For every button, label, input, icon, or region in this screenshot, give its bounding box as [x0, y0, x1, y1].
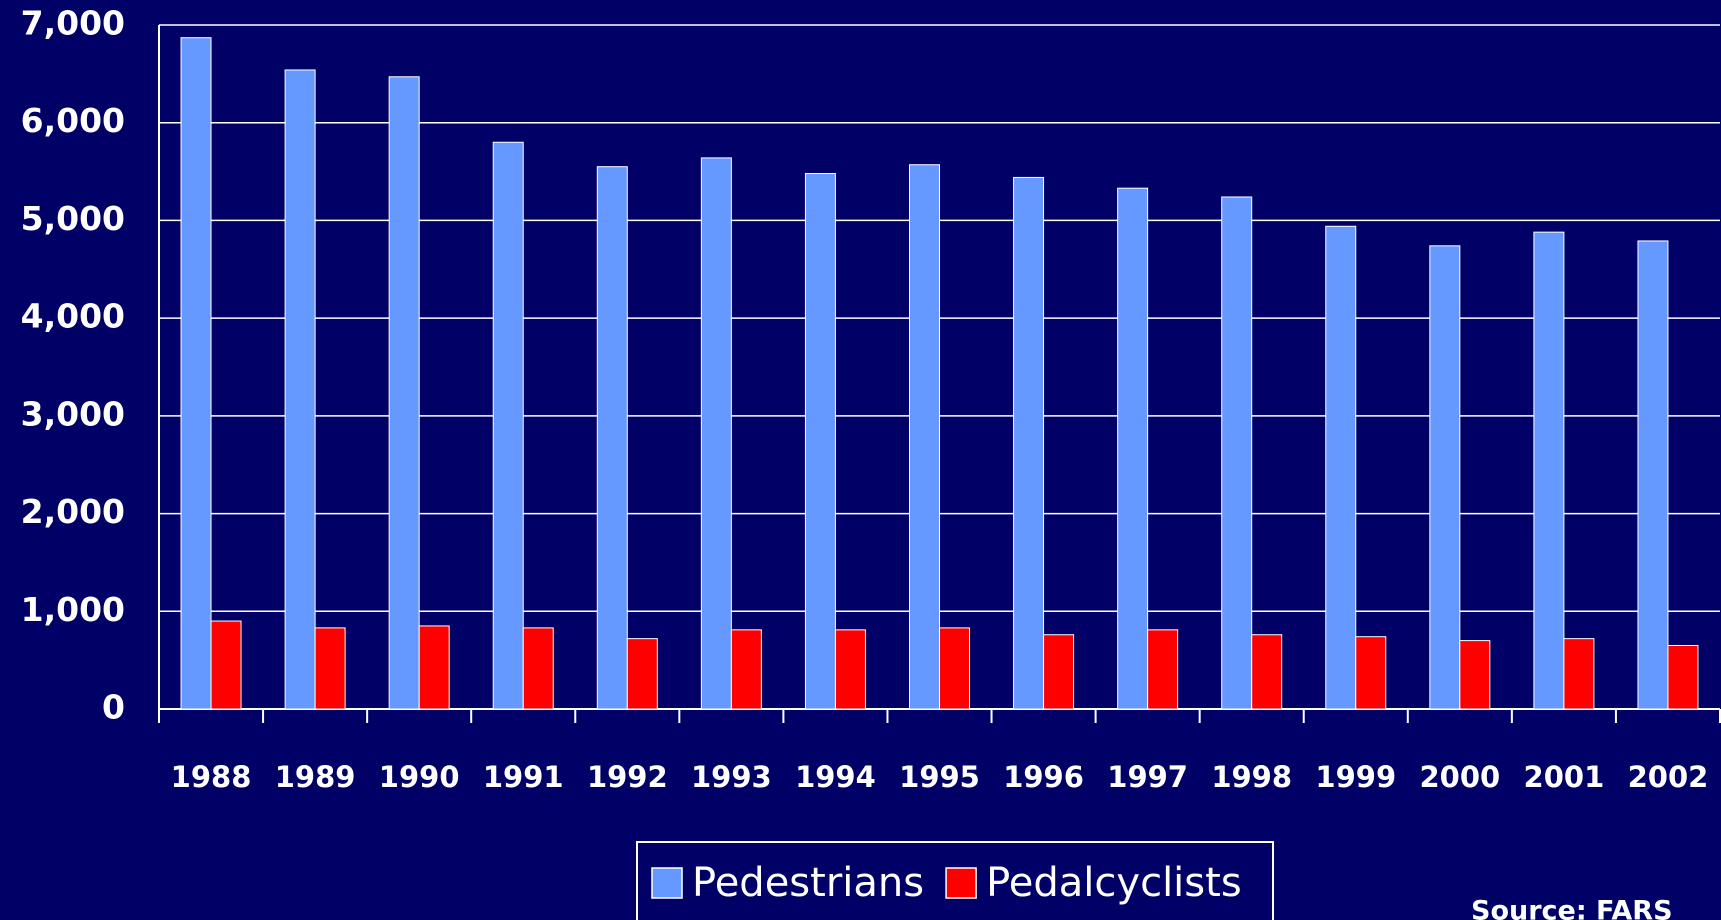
- x-tick-label: 1995: [899, 760, 980, 794]
- y-tick-label: 5,000: [21, 199, 125, 238]
- bar: [834, 629, 866, 710]
- x-tick-label: 1999: [1315, 760, 1396, 794]
- bar: [1325, 225, 1357, 710]
- bar: [1251, 634, 1283, 710]
- bar: [1429, 245, 1461, 710]
- x-tick-label: 1991: [483, 760, 564, 794]
- bar: [1355, 636, 1387, 710]
- y-tick-label: 7,000: [21, 4, 125, 43]
- x-tick-label: 1988: [171, 760, 252, 794]
- bar: [1117, 187, 1149, 710]
- legend-label: Pedestrians: [692, 860, 924, 906]
- x-tick-label: 2001: [1524, 760, 1605, 794]
- x-tick-label: 1989: [275, 760, 356, 794]
- bar: [939, 627, 970, 710]
- bar: [284, 69, 316, 710]
- bar: [1043, 634, 1075, 710]
- bar: [1147, 629, 1179, 710]
- legend-swatch: [945, 867, 977, 899]
- bar: [210, 620, 242, 710]
- bar: [700, 157, 732, 710]
- bar: [1013, 176, 1045, 710]
- x-tick-label: 1996: [1003, 760, 1084, 794]
- bar: [1459, 640, 1491, 710]
- x-tick-label: 1997: [1107, 760, 1188, 794]
- x-tick-label: 1990: [379, 760, 460, 794]
- bar: [730, 629, 762, 710]
- x-tick-label: 2002: [1628, 760, 1709, 794]
- bar: [1667, 644, 1699, 710]
- bar: [804, 173, 836, 710]
- bar: [596, 166, 628, 710]
- bar: [1533, 231, 1565, 710]
- bar: [492, 141, 524, 710]
- bar: [314, 627, 346, 710]
- bar: [626, 638, 658, 710]
- bar: [1563, 638, 1595, 710]
- y-tick-label: 3,000: [21, 394, 125, 433]
- y-tick-label: 1,000: [21, 590, 125, 629]
- x-tick-label: 2000: [1419, 760, 1500, 794]
- x-tick-label: 1994: [795, 760, 876, 794]
- bar: [418, 625, 450, 710]
- bar: [1221, 196, 1253, 710]
- y-tick-label: 0: [102, 688, 125, 727]
- bar: [388, 76, 420, 710]
- legend-swatch: [651, 867, 683, 899]
- bar: [180, 37, 212, 710]
- bar: [1637, 240, 1669, 710]
- x-tick-label: 1992: [587, 760, 668, 794]
- y-tick-label: 6,000: [21, 101, 125, 140]
- x-tick-label: 1998: [1211, 760, 1292, 794]
- y-tick-label: 4,000: [21, 297, 125, 336]
- bar: [522, 627, 554, 710]
- bar: [909, 164, 940, 710]
- source-note: Source: FARS: [1471, 896, 1673, 920]
- legend-label: Pedalcyclists: [986, 860, 1242, 906]
- y-tick-label: 2,000: [21, 492, 125, 531]
- x-tick-label: 1993: [691, 760, 772, 794]
